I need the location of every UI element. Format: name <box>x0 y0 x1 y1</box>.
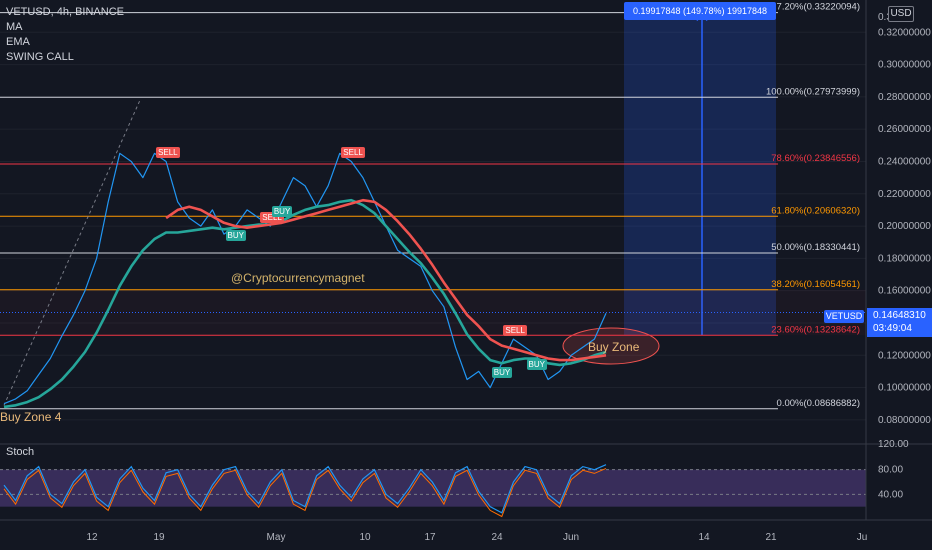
series-ema <box>3 198 607 409</box>
stoch-band <box>0 469 866 507</box>
price-tick-label: 0.10000000 <box>878 383 931 394</box>
time-tick-label: Jun <box>563 532 579 543</box>
price-tick-label: 0.22000000 <box>878 189 931 200</box>
fib-level-label: 0.00%(0.08686882) <box>777 398 860 409</box>
bar-countdown: 03:49:04 <box>873 323 912 334</box>
trend-line <box>3 99 141 406</box>
price-tick-label: 0.08000000 <box>878 415 931 426</box>
price-tick-label: 0.12000000 <box>878 350 931 361</box>
signal-sell: SELL <box>341 147 365 159</box>
series-ma <box>165 198 607 362</box>
fib-level-label: 61.80%(0.20606320) <box>771 205 860 216</box>
time-tick-label: 24 <box>491 532 503 543</box>
stoch-tick-label-top: 120.00 <box>878 439 909 450</box>
time-tick-label: May <box>267 532 286 543</box>
indicator-swing-call[interactable]: SWING CALL <box>6 51 74 63</box>
time-tick-label: 19 <box>153 532 165 543</box>
time-tick-label: 10 <box>359 532 371 543</box>
indicator-ma[interactable]: MA <box>6 21 23 33</box>
signal-buy: BUY <box>225 230 246 242</box>
measure-projection-box <box>562 11 776 365</box>
signal-buy: BUY <box>271 205 293 217</box>
time-tick-label: 21 <box>765 532 777 543</box>
watermark-text: @Cryptocurrencymagnet <box>231 271 365 285</box>
fib-level-label: 23.60%(0.13238642) <box>771 324 860 335</box>
chart-header: VETUSD, 4h, BINANCE MA EMA SWING CALL <box>6 5 124 65</box>
stoch-panel: 40.00 80.00 120.00 <box>0 439 932 518</box>
price-series <box>0 99 866 409</box>
symbol-title[interactable]: VETUSD, 4h, BINANCE <box>6 6 124 18</box>
fib-level-label: 127.20%(0.33220094) <box>766 2 860 13</box>
price-tick-label: 0.26000000 <box>878 124 931 135</box>
buy-zone-4-label: Buy Zone 4 <box>0 410 62 424</box>
stoch-d-line <box>3 467 607 518</box>
fib-level-label: 78.60%(0.23846556) <box>771 153 860 164</box>
buy-zone-label: Buy Zone <box>588 340 640 354</box>
stoch-label: Stoch <box>6 446 35 458</box>
stoch-tick-label: 80.00 <box>878 465 903 476</box>
signal-sell: SELL <box>156 147 180 159</box>
price-tick-label: 0.24000000 <box>878 156 931 167</box>
buy-zone-ellipse <box>562 327 660 365</box>
measure-label: 0.19917848 (149.78%) 19917848 <box>624 2 776 20</box>
currency-badge[interactable]: USD <box>888 6 914 22</box>
price-tick-label: 0.16000000 <box>878 286 931 297</box>
signal-buy: BUY <box>526 359 547 371</box>
price-tick-label-top: 0.3 <box>878 12 892 23</box>
time-tick-label: 12 <box>86 532 98 543</box>
series-vetusd <box>3 152 607 405</box>
time-tick-label: 17 <box>424 532 436 543</box>
projection-rect <box>624 12 776 336</box>
signal-sell: SELL <box>503 325 527 337</box>
stoch-tick-label: 40.00 <box>878 489 903 500</box>
price-tick-label: 0.32000000 <box>878 27 931 38</box>
fib-level-label: 50.00%(0.18330441) <box>771 242 860 253</box>
ticker-tag: VETUSD <box>824 310 864 323</box>
price-tick-label: 0.28000000 <box>878 92 931 103</box>
price-tick-label: 0.30000000 <box>878 60 931 71</box>
current-price: 0.14648310 <box>873 310 926 321</box>
stoch-k-line <box>3 464 607 514</box>
price-tick-label: 0.18000000 <box>878 253 931 264</box>
current-price-tag: 0.14648310 03:49:04 <box>867 308 932 337</box>
time-tick-label: Ju <box>857 532 868 543</box>
signal-buy: BUY <box>491 367 513 379</box>
signal-sell: SELL <box>260 212 284 224</box>
fib-level-label: 100.00%(0.27973999) <box>766 86 860 97</box>
price-tick-label: 0.20000000 <box>878 221 931 232</box>
fib-level-label: 38.20%(0.16054561) <box>771 279 860 290</box>
time-tick-label: 14 <box>698 532 710 543</box>
indicator-ema[interactable]: EMA <box>6 36 30 48</box>
